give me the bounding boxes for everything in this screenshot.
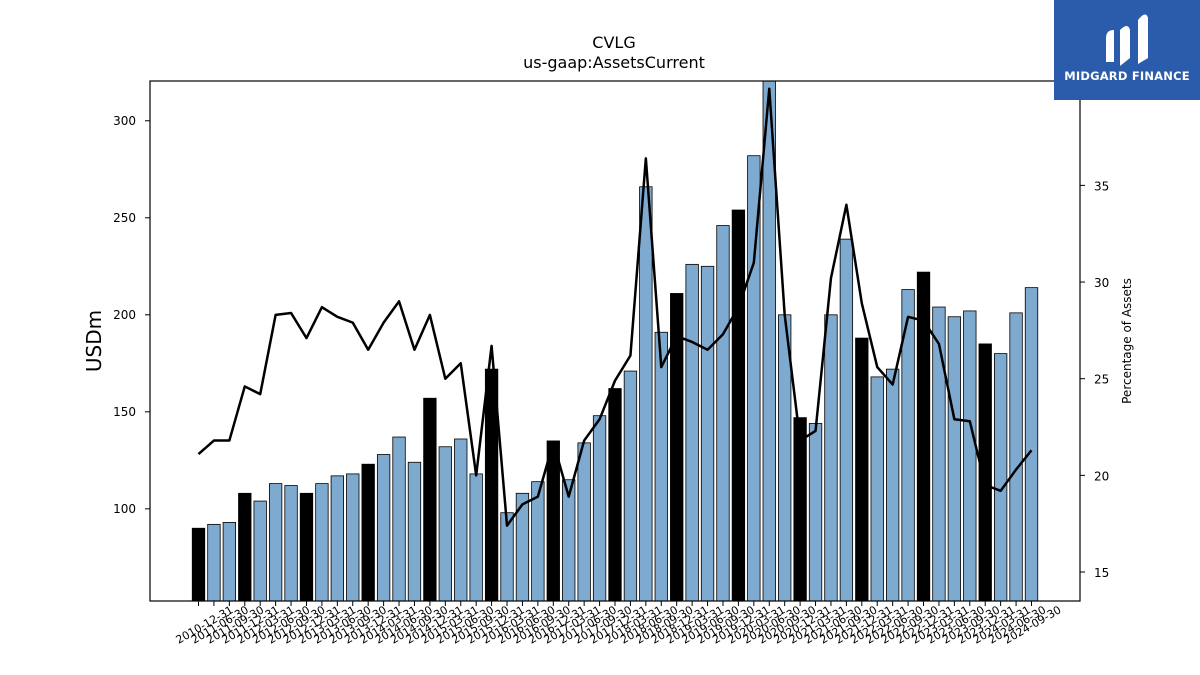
bar	[963, 310, 977, 602]
y-tick-label: 150	[113, 405, 136, 419]
bar	[438, 446, 452, 602]
x-axis-ticks: 2010-12-312011-06-302011-09-302011-12-31…	[174, 601, 1064, 647]
bar	[839, 238, 854, 602]
bar	[886, 368, 900, 602]
bar	[855, 337, 869, 602]
bar	[716, 225, 730, 602]
bar	[608, 388, 622, 602]
bar	[793, 417, 807, 602]
bar	[978, 343, 992, 602]
left-axis-ticks: 100 150 200 250 300	[113, 114, 150, 516]
bar	[361, 463, 375, 602]
bar	[469, 473, 483, 602]
percentage-line	[197, 87, 1033, 527]
y-tick-label: 100	[113, 502, 136, 516]
bar-series	[191, 80, 1039, 602]
bar	[315, 483, 329, 602]
bar	[562, 479, 576, 602]
bar	[268, 483, 283, 602]
bar	[731, 209, 746, 602]
bar	[191, 527, 206, 602]
bar	[376, 454, 391, 602]
y-tick-label: 200	[113, 308, 136, 322]
bar	[222, 522, 237, 602]
y-right-tick-label: 20	[1094, 469, 1109, 483]
midgard-finance-logo: MIDGARD FINANCE	[1054, 0, 1200, 100]
y-right-tick-label: 15	[1094, 566, 1109, 580]
bar	[1024, 287, 1039, 602]
bar	[994, 353, 1008, 602]
bar	[1009, 312, 1023, 602]
bar	[685, 263, 699, 602]
y-axis-label-right: Percentage of Assets	[1120, 278, 1134, 404]
bar	[870, 376, 884, 602]
y-tick-label: 250	[113, 211, 136, 225]
y-axis-label-left: USDm	[82, 310, 106, 372]
bar	[454, 438, 468, 602]
bar	[407, 461, 422, 602]
y-tick-label: 300	[113, 114, 136, 128]
bar	[639, 186, 653, 602]
bar	[546, 440, 560, 602]
bar	[932, 306, 946, 602]
y-right-tick-label: 30	[1094, 276, 1109, 290]
bar	[700, 265, 715, 602]
bar	[299, 492, 314, 602]
midgard-finance-logo-icon	[1054, 0, 1200, 100]
bar	[253, 500, 267, 602]
bar	[207, 523, 221, 602]
right-axis-ticks: 15 20 25 30 35	[1080, 179, 1109, 580]
bar	[284, 485, 298, 602]
bar	[392, 436, 406, 602]
bar	[670, 293, 684, 602]
y-right-tick-label: 35	[1094, 179, 1109, 193]
bar	[654, 331, 668, 602]
bar	[808, 423, 823, 602]
bar	[346, 473, 360, 602]
bar	[238, 492, 252, 602]
bar	[947, 316, 962, 602]
bar	[623, 370, 638, 602]
y-right-tick-label: 25	[1094, 373, 1109, 387]
bar	[330, 475, 344, 602]
bar	[423, 397, 437, 602]
bar	[824, 314, 838, 602]
logo-text: MIDGARD FINANCE	[1064, 69, 1190, 83]
chart-title: CVLG	[592, 33, 635, 52]
chart-subtitle: us-gaap:AssetsCurrent	[523, 53, 705, 72]
bar	[577, 442, 591, 602]
bar	[592, 415, 607, 602]
